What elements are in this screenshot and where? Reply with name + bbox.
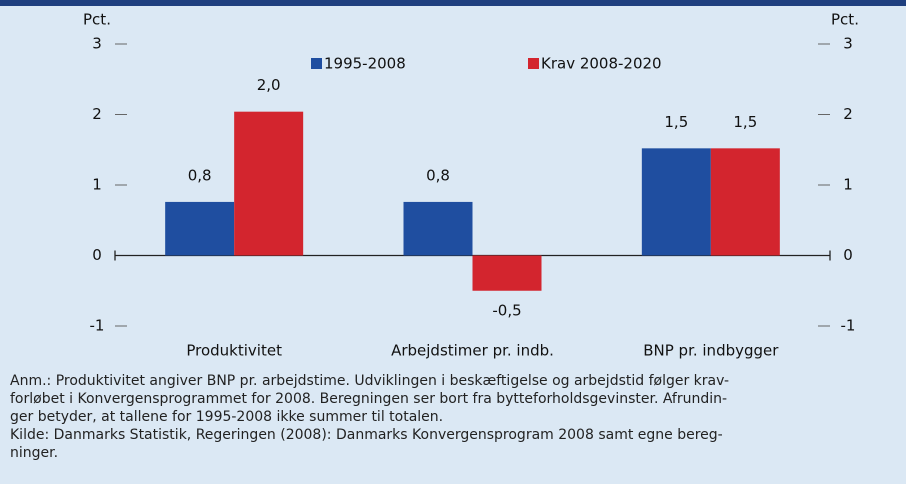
y2-axis-label: Pct. bbox=[831, 11, 859, 29]
x-tick-label: Arbejdstimer pr. indb. bbox=[391, 342, 554, 360]
note-line: Anm.: Produktivitet angiver BNP pr. arbe… bbox=[10, 373, 730, 389]
y2-tick-label: 3 bbox=[843, 35, 853, 53]
y-tick-label: -1 bbox=[90, 317, 105, 335]
legend-label: 1995-2008 bbox=[324, 55, 406, 73]
value-label: 0,8 bbox=[426, 166, 450, 184]
legend-label: Krav 2008-2020 bbox=[541, 55, 662, 73]
bar bbox=[403, 201, 473, 256]
note-line: Kilde: Danmarks Statistik, Regeringen (2… bbox=[10, 427, 723, 443]
y2-tick-label: 0 bbox=[843, 246, 853, 264]
footnote: Anm.: Produktivitet angiver BNP pr. arbe… bbox=[10, 372, 900, 462]
legend-swatch bbox=[311, 58, 322, 69]
note-line: ninger. bbox=[10, 445, 59, 461]
y2-tick-label: -1 bbox=[841, 317, 856, 335]
note-line: forløbet i Konvergensprogrammet for 2008… bbox=[10, 391, 728, 407]
bar bbox=[641, 148, 711, 256]
value-label: 1,5 bbox=[664, 113, 688, 131]
bar bbox=[165, 201, 235, 256]
y-axis-label: Pct. bbox=[83, 11, 111, 29]
y-tick-label: 1 bbox=[92, 176, 102, 194]
y2-tick-label: 1 bbox=[843, 176, 853, 194]
note-line: ger betyder, at tallene for 1995-2008 ik… bbox=[10, 409, 444, 425]
bar bbox=[710, 148, 780, 256]
x-tick-label: Produktivitet bbox=[186, 342, 282, 360]
x-tick-label: BNP pr. indbygger bbox=[643, 342, 779, 360]
value-label: 0,8 bbox=[188, 166, 212, 184]
chart: Pct. Pct. -1 0 1 2 3 -1 0 1 2 3 0,8 0,8 1,5 2,0 -0,5 1,… bbox=[0, 0, 906, 360]
y-tick-label: 2 bbox=[92, 105, 102, 123]
y-tick-label: 3 bbox=[92, 35, 102, 53]
legend-swatch bbox=[528, 58, 539, 69]
y-tick-label: 0 bbox=[92, 246, 102, 264]
bar bbox=[472, 255, 542, 291]
top-bar bbox=[0, 0, 906, 6]
y2-tick-label: 2 bbox=[843, 105, 853, 123]
bar bbox=[234, 111, 304, 256]
value-label: -0,5 bbox=[492, 301, 521, 319]
value-label: 2,0 bbox=[257, 76, 281, 94]
value-label: 1,5 bbox=[733, 113, 757, 131]
